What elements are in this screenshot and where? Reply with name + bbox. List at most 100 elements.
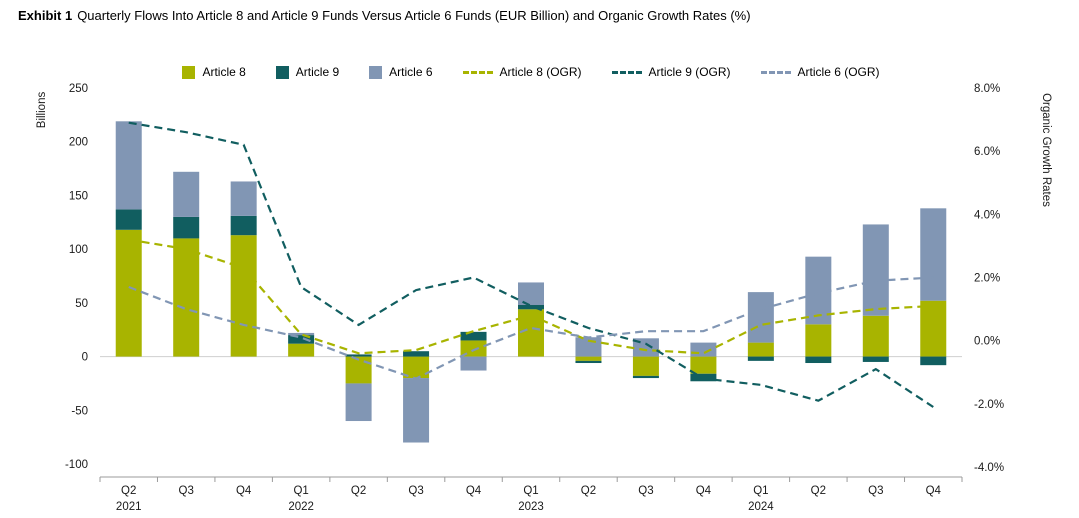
bar-segment-article-8-q9: [632, 356, 659, 376]
left-axis-tick-label: 0: [82, 352, 88, 364]
bar-segment-article-6-q13: [862, 224, 889, 316]
bar-segment-article-8-q1: [173, 238, 200, 357]
legend-square-swatch-article-8: [182, 65, 196, 79]
legend-label-article-8-ogr: Article 8 (OGR): [499, 65, 582, 79]
right-axis-tick-label: 2.0%: [974, 273, 1000, 285]
bar-segment-article-9-q7: [518, 305, 544, 310]
x-axis-quarter-label: Q4: [466, 485, 482, 497]
left-axis-tick-label: 150: [69, 190, 88, 202]
left-axis-tick-label: -100: [65, 459, 88, 471]
right-axis-tick-label: -4.0%: [974, 462, 1004, 474]
legend-dashed-line-swatch-article-6-ogr: [760, 70, 791, 74]
legend-square-swatch-article-9: [275, 65, 289, 79]
bar-segment-article-9-q2: [230, 215, 257, 236]
bar-segment-article-6-q14: [920, 208, 947, 301]
bar-segment-article-8-q8: [575, 356, 602, 361]
right-axis-title: Organic Growth Rates: [1040, 93, 1052, 207]
x-axis-quarter-label: Q1: [753, 485, 768, 497]
bar-segment-article-8-q6: [460, 340, 487, 357]
bar-segment-article-6-q3: [288, 332, 315, 336]
bar-segment-article-6-q1: [173, 171, 200, 217]
bar-segment-article-6-q10: [690, 342, 717, 357]
legend-dashed-line-swatch-article-9-ogr: [611, 70, 642, 74]
legend-item-article-6-ogr: Article 6 (OGR): [760, 65, 880, 79]
left-axis-title: Billions: [36, 92, 48, 129]
legend-label-article-9: Article 9: [295, 65, 340, 79]
bar-segment-article-9-q1: [173, 216, 200, 239]
right-axis-tick-label: 6.0%: [974, 146, 1000, 158]
bar-segment-article-9-q14: [920, 356, 947, 366]
bar-segment-article-6-q5: [403, 378, 430, 443]
bar-segment-article-8-q12: [805, 324, 832, 357]
bar-segment-article-8-q5: [403, 356, 430, 379]
left-axis-tick-label: -50: [71, 405, 88, 417]
x-axis-year-label: 2021: [116, 501, 142, 513]
chart-title: Exhibit 1 Quarterly Flows Into Article 8 …: [18, 8, 751, 23]
x-axis-quarter-label: Q3: [408, 485, 423, 497]
right-axis-tick-label: -2.0%: [974, 399, 1004, 411]
bar-segment-article-6-q6: [460, 356, 487, 371]
x-axis-quarter-label: Q1: [293, 485, 308, 497]
right-axis-tick-label: 4.0%: [974, 209, 1000, 221]
exhibit-label: Exhibit 1: [18, 8, 73, 23]
bar-segment-article-8-q0: [115, 229, 142, 357]
bar-segment-article-8-q10: [690, 356, 717, 374]
bar-segment-article-9-q0: [115, 209, 142, 230]
bar-segment-article-8-q14: [920, 300, 947, 357]
x-axis-quarter-label: Q4: [236, 485, 252, 497]
bar-segment-article-9-q11: [747, 356, 774, 361]
left-axis-tick-label: 50: [75, 298, 88, 310]
bar-segment-article-9-q5: [403, 351, 430, 357]
left-axis-tick-label: 200: [69, 137, 88, 149]
bar-segment-article-6-q11: [747, 292, 774, 343]
bar-segment-article-6-q7: [518, 282, 544, 306]
x-axis-quarter-label: Q1: [523, 485, 538, 497]
bar-segment-article-6-q0: [115, 121, 142, 210]
bar-segment-article-9-q4: [345, 354, 372, 357]
bar-segment-article-9-q12: [805, 356, 832, 364]
left-axis-tick-label: 250: [69, 83, 88, 95]
legend-item-article-6: Article 6: [369, 65, 433, 79]
legend-item-article-8-ogr: Article 8 (OGR): [462, 65, 582, 79]
x-axis-quarter-label: Q3: [868, 485, 883, 497]
legend-label-article-6-ogr: Article 6 (OGR): [797, 65, 880, 79]
x-axis-quarter-label: Q4: [926, 485, 942, 497]
legend-item-article-8: Article 8: [182, 65, 246, 79]
legend-label-article-8: Article 8: [202, 65, 246, 79]
legend-label-article-6: Article 6: [389, 65, 433, 79]
bar-segment-article-9-q13: [862, 356, 889, 362]
legend-square-swatch-article-6: [369, 65, 383, 79]
legend-dashed-line-swatch-article-8-ogr: [462, 70, 493, 74]
legend-item-article-9: Article 9: [275, 65, 340, 79]
x-axis-quarter-label: Q3: [638, 485, 653, 497]
bar-segment-article-8-q13: [862, 315, 889, 357]
x-axis-year-label: 2022: [288, 501, 314, 513]
x-axis-quarter-label: Q2: [121, 485, 136, 497]
ogr-line-article-6-ogr: [128, 276, 934, 380]
right-axis-tick-label: 0.0%: [974, 336, 1000, 348]
bar-segment-article-9-q3: [288, 335, 315, 344]
x-axis-quarter-label: Q3: [179, 485, 194, 497]
bar-segment-article-9-q6: [460, 331, 487, 341]
legend-label-article-9-ogr: Article 9 (OGR): [648, 65, 731, 79]
x-axis-year-label: 2023: [518, 501, 544, 513]
bar-segment-article-8-q11: [747, 342, 774, 357]
chart-legend: Article 8 Article 9 Article 6 Article 8 (OG…: [100, 63, 962, 81]
x-axis-year-label: 2024: [748, 501, 774, 513]
chart-title-text: Quarterly Flows Into Article 8 and Artic…: [77, 8, 751, 23]
x-axis-quarter-label: Q2: [811, 485, 826, 497]
bar-segment-article-6-q4: [345, 383, 372, 422]
left-axis-tick-label: 100: [69, 244, 88, 256]
bar-segment-article-8-q2: [230, 235, 257, 357]
bar-segment-article-9-q9: [632, 375, 659, 379]
bar-segment-article-6-q2: [230, 181, 257, 216]
legend-item-article-9-ogr: Article 9 (OGR): [611, 65, 731, 79]
x-axis-quarter-label: Q2: [351, 485, 366, 497]
x-axis-quarter-label: Q2: [581, 485, 596, 497]
bar-segment-article-8-q3: [288, 343, 315, 357]
bar-segment-article-8-q4: [345, 356, 372, 384]
right-axis-tick-label: 8.0%: [974, 83, 1000, 95]
bar-segment-article-9-q8: [575, 360, 602, 364]
